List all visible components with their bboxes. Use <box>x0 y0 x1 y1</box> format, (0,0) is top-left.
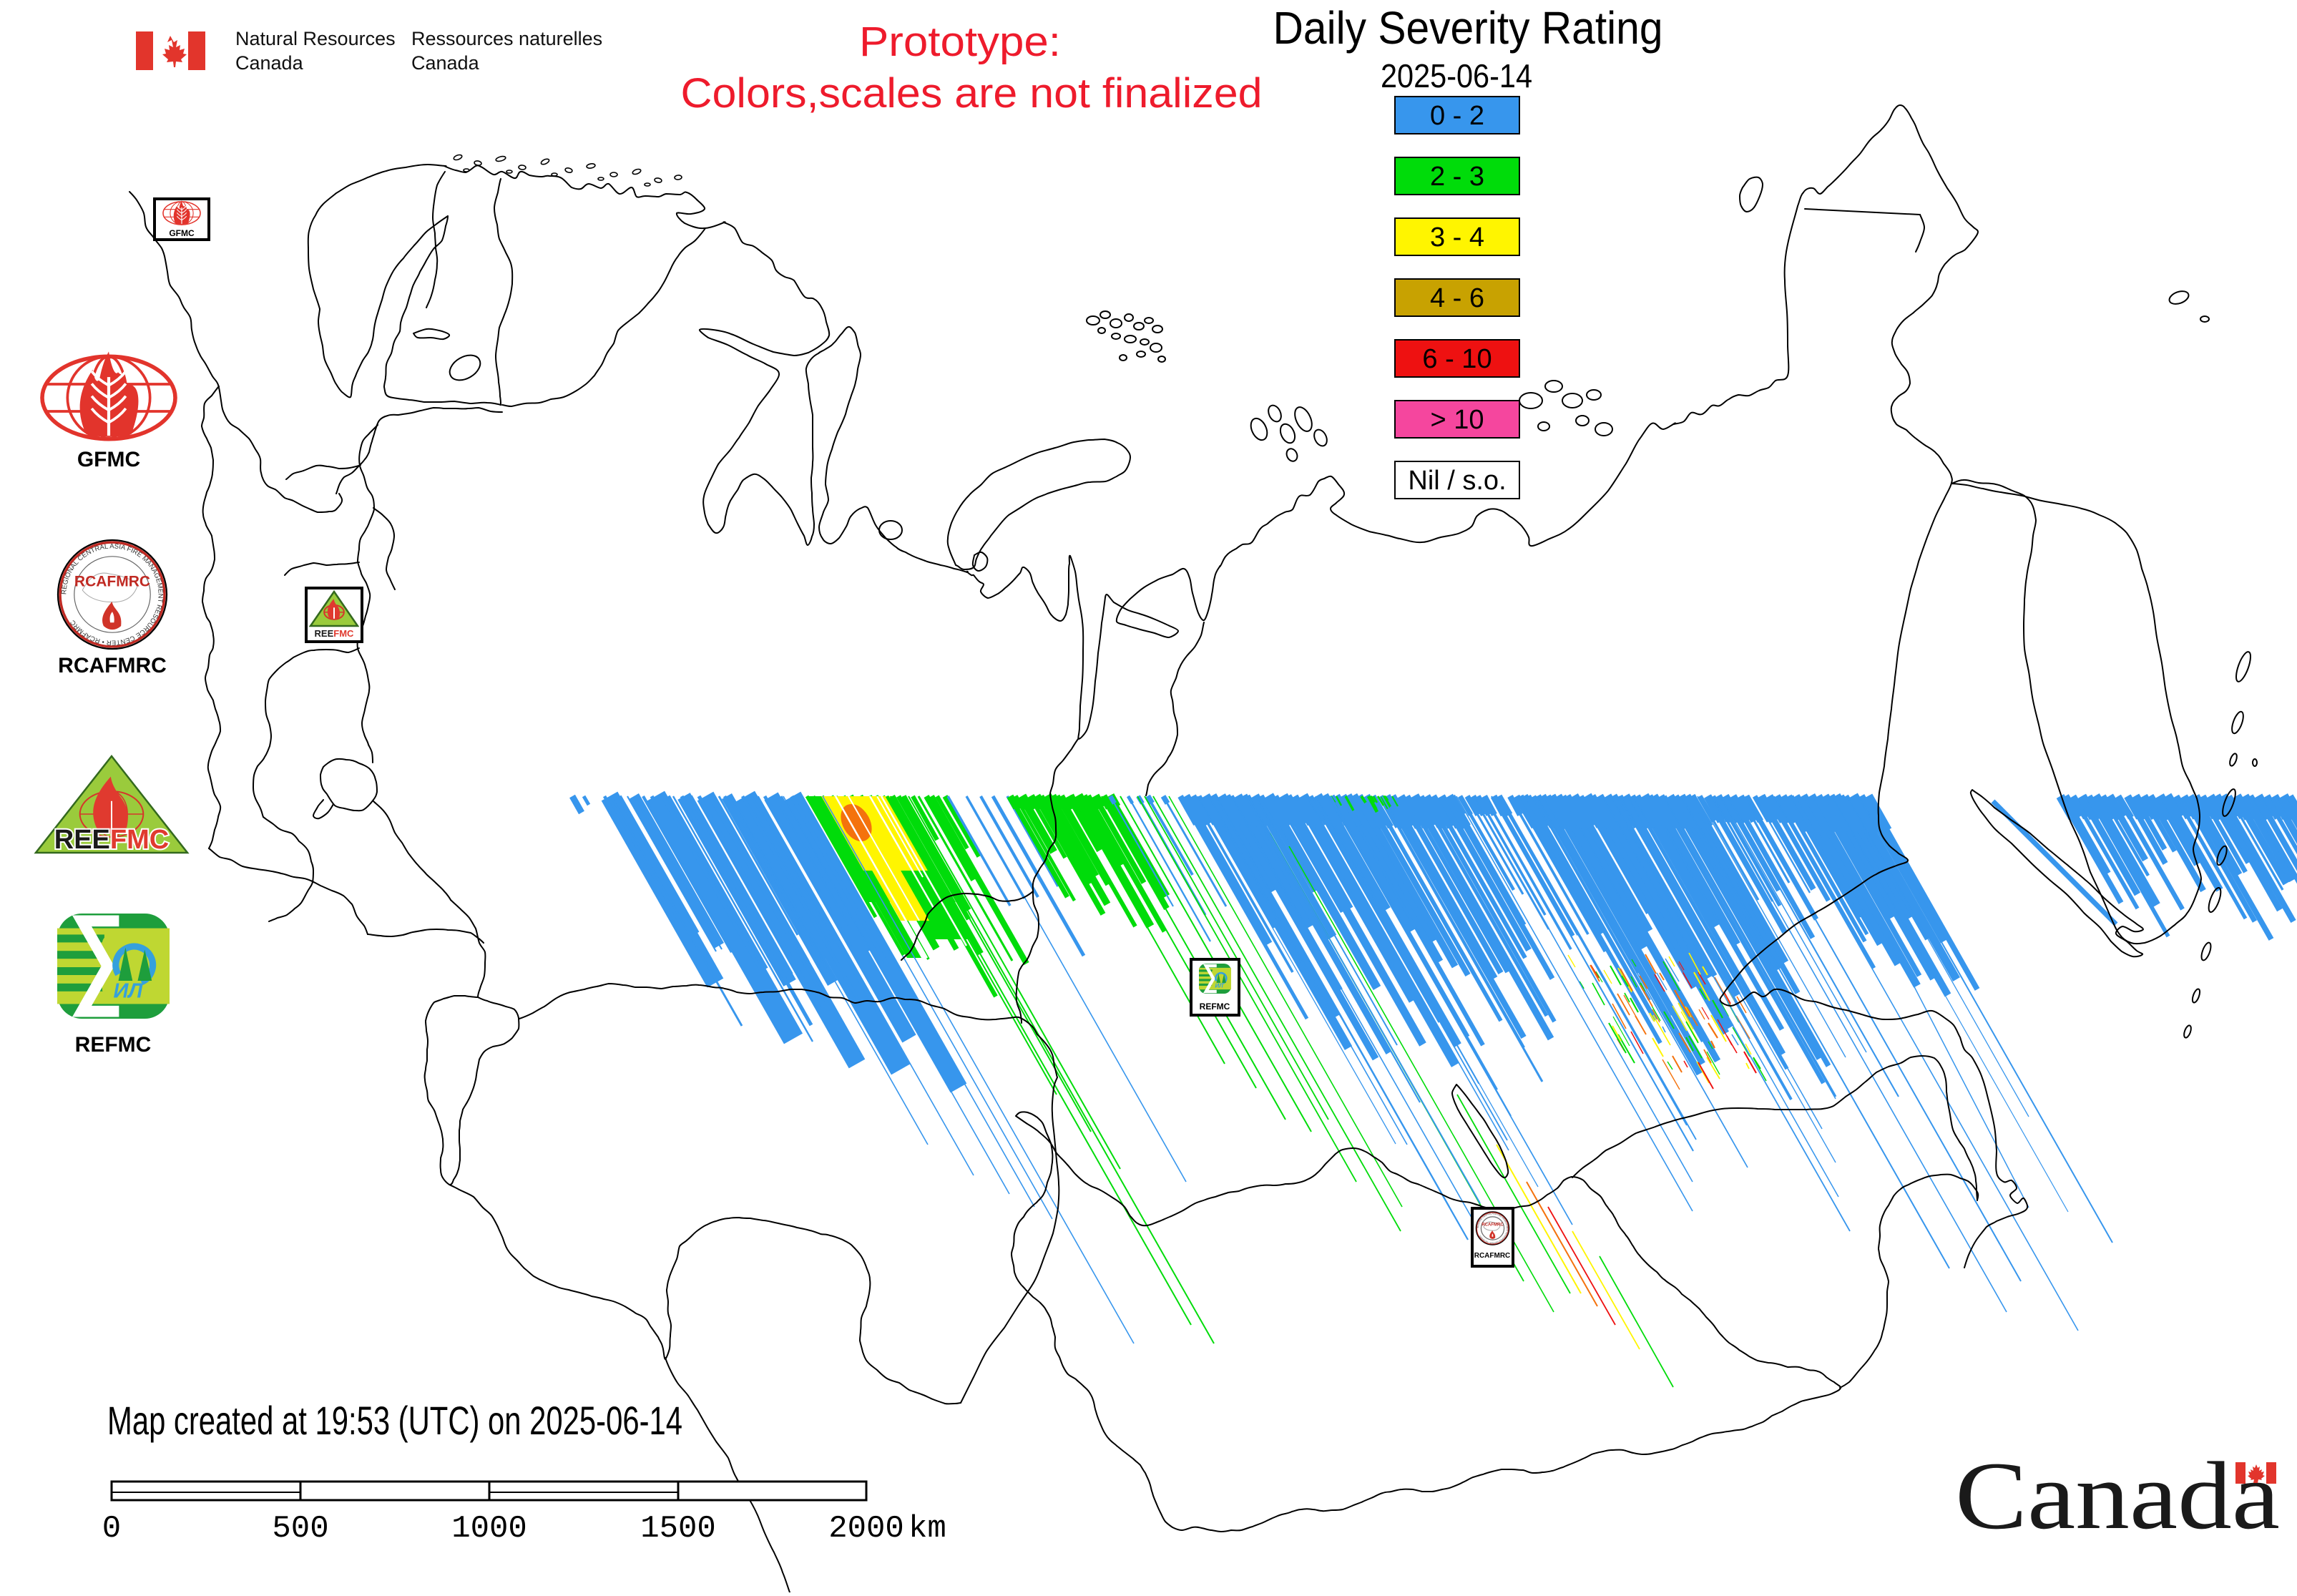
svg-text:km: km <box>908 1511 946 1547</box>
svg-text:RCAFMRC: RCAFMRC <box>74 574 150 590</box>
svg-text:Ressources naturelles: Ressources naturelles <box>411 28 602 49</box>
svg-text:ИЛ: ИЛ <box>114 980 144 1003</box>
svg-text:REFMC: REFMC <box>1200 1002 1230 1012</box>
svg-text:6 - 10: 6 - 10 <box>1422 344 1492 374</box>
svg-text:RCAFMRC: RCAFMRC <box>1474 1252 1511 1260</box>
svg-text:500: 500 <box>272 1511 328 1547</box>
svg-text:RCAFMRC: RCAFMRC <box>1481 1223 1504 1228</box>
svg-text:0 - 2: 0 - 2 <box>1430 101 1484 131</box>
svg-text:RCAFMRC: RCAFMRC <box>58 654 167 677</box>
svg-text:REFMC: REFMC <box>75 1033 152 1057</box>
svg-text:Daily Severity Rating: Daily Severity Rating <box>1273 2 1663 54</box>
svg-text:Canada: Canada <box>235 52 304 74</box>
svg-text:2 - 3: 2 - 3 <box>1430 162 1484 192</box>
svg-text:2025-06-14: 2025-06-14 <box>1381 57 1532 94</box>
svg-text:Colors,scales are not finalize: Colors,scales are not finalized <box>681 70 1263 117</box>
svg-text:1500: 1500 <box>640 1511 716 1547</box>
svg-text:GFMC: GFMC <box>77 448 140 471</box>
svg-text:ИЛ: ИЛ <box>1215 983 1224 989</box>
svg-text:REEFMC: REEFMC <box>315 628 355 639</box>
svg-text:Nil / s.o.: Nil / s.o. <box>1408 466 1506 496</box>
svg-text:> 10: > 10 <box>1430 405 1484 435</box>
svg-text:REEFMC: REEFMC <box>54 825 169 855</box>
svg-text:Canada: Canada <box>411 52 480 74</box>
svg-text:Natural Resources: Natural Resources <box>235 28 396 49</box>
svg-text:0: 0 <box>102 1511 121 1547</box>
svg-text:Map created at 19:53 (UTC) on: Map created at 19:53 (UTC) on 2025-06-14 <box>107 1398 682 1443</box>
svg-text:1000: 1000 <box>451 1511 527 1547</box>
svg-text:Canada: Canada <box>1955 1443 2280 1550</box>
svg-text:Prototype:: Prototype: <box>859 19 1061 65</box>
svg-text:3 - 4: 3 - 4 <box>1430 222 1484 253</box>
svg-text:GFMC: GFMC <box>169 228 195 238</box>
svg-text:4 - 6: 4 - 6 <box>1430 283 1484 313</box>
svg-text:2000: 2000 <box>828 1511 904 1547</box>
